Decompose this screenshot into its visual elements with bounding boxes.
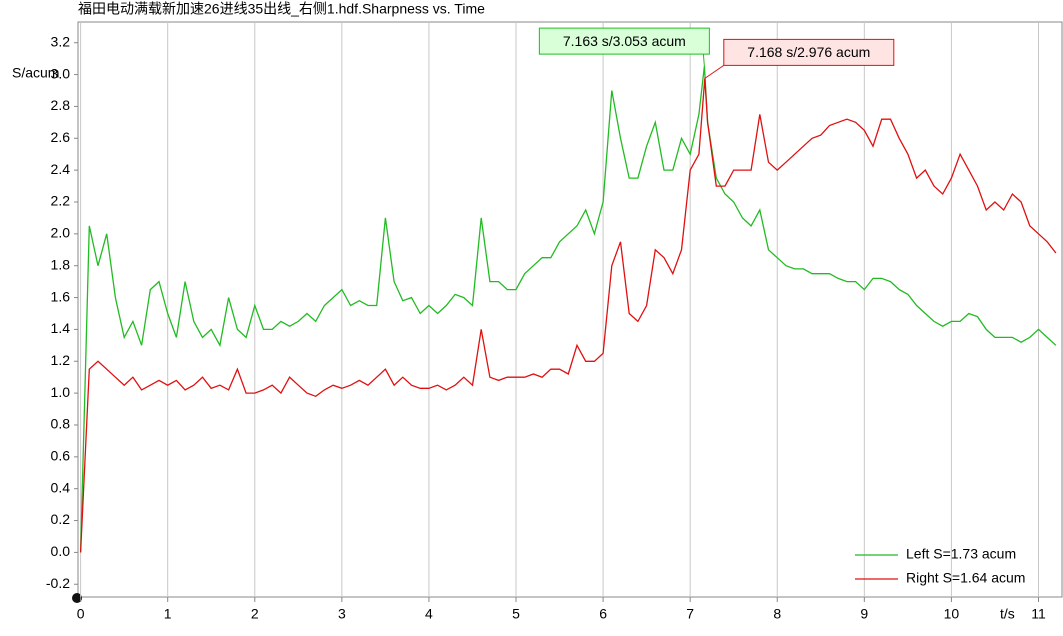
y-tick-label: 1.8 [51,256,71,272]
data-line [79,66,1057,553]
y-tick-label: 2.2 [51,193,71,209]
x-tick-label: 2 [251,606,259,622]
x-tick-label: 7 [686,606,694,622]
x-tick-label: 9 [860,606,868,622]
y-tick-label: 0.2 [51,511,71,527]
y-tick-label: 0.0 [51,543,71,559]
chart-title: 福田电动满载新加速26进线35出线_右侧1.hdf.Sharpness vs. … [78,1,485,17]
y-tick-label: 3.2 [51,33,71,49]
legend-label: Left S=1.73 acum [906,546,1016,562]
y-tick-label: 1.4 [51,320,71,336]
origin-dot [72,593,82,603]
x-tick-label: 10 [944,606,960,622]
annotation-leader [702,54,705,67]
x-tick-label: 3 [338,606,346,622]
x-tick-label: 4 [425,606,433,622]
x-tick-label: 5 [512,606,520,622]
y-tick-label: 2.4 [51,161,71,177]
x-tick-label: 6 [599,606,607,622]
legend: Left S=1.73 acum Right S=1.64 acum [855,546,1025,586]
y-tick-label: 1.2 [51,352,71,368]
annotation-box [538,27,710,55]
x-axis-label: t/s [1000,606,1015,622]
y-tick-label: 2.6 [51,129,71,145]
y-tick-label: 2.8 [51,97,71,113]
y-tick-label: 0.4 [51,479,71,495]
x-tick-label: 1 [164,606,172,622]
y-tick-label: 1.6 [51,288,71,304]
data-line [79,78,1057,553]
annotation-text: 7.168 s/2.976 acum [747,44,870,60]
y-tick-label: 0.8 [51,416,71,432]
y-tick-label: 0.6 [51,448,71,464]
x-tick-label: 0 [77,606,85,622]
x-tick-label: 11 [1031,606,1046,622]
annotation-text: 7.163 s/3.053 acum [563,33,686,49]
y-tick-label: 1.0 [51,384,71,400]
x-tick-label: 8 [773,606,781,622]
plot-frame [77,21,1063,598]
y-tick-label: -0.2 [46,575,70,591]
y-tick-label: 2.0 [51,225,71,241]
y-axis-label: S/acum [12,65,59,81]
annotation-box [723,38,895,66]
y-tick-label: 3.0 [51,65,71,81]
annotation-leader [704,64,725,79]
legend-label: Right S=1.64 acum [906,570,1025,586]
